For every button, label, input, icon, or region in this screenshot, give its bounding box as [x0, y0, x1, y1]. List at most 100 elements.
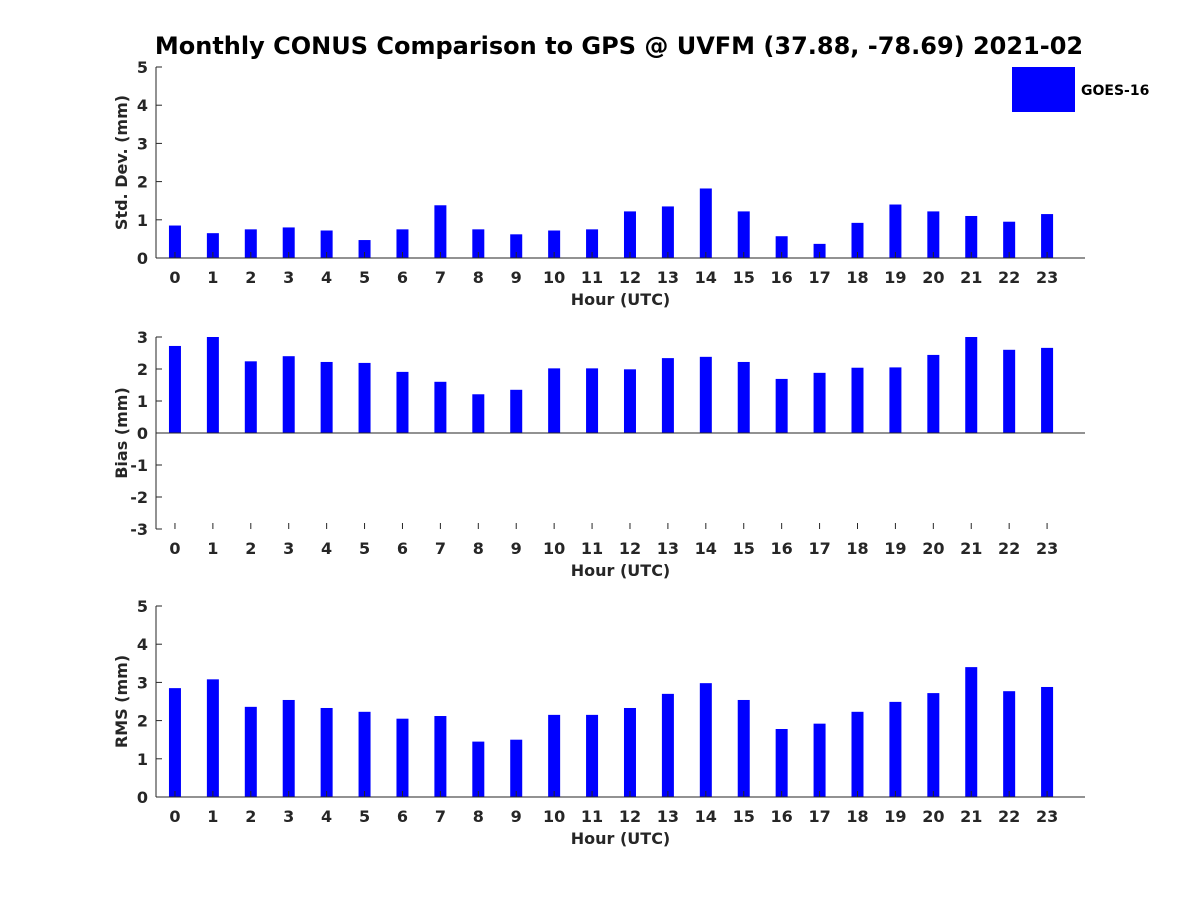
chart-title: Monthly CONUS Comparison to GPS @ UVFM (…: [155, 32, 1083, 60]
bar-rms-hour-6: [396, 718, 409, 797]
xtick-label-rms: 21: [960, 807, 982, 826]
bar-std-dev-hour-23: [1041, 214, 1054, 258]
bar-std-dev-hour-15: [737, 211, 750, 258]
bar-std-dev-hour-2: [244, 229, 257, 258]
xtick-label-std-dev: 19: [884, 268, 906, 287]
bar-bias-hour-6: [396, 371, 409, 433]
xtick-label-std-dev: 9: [511, 268, 522, 287]
xtick-label-bias: 12: [619, 539, 641, 558]
ytick-label-std-dev: 1: [137, 211, 148, 230]
bar-rms-hour-0: [168, 688, 181, 797]
ytick-label-std-dev: 4: [137, 96, 148, 115]
xtick-label-rms: 12: [619, 807, 641, 826]
ytick-label-bias: -1: [130, 456, 148, 475]
xtick-label-std-dev: 20: [922, 268, 944, 287]
xtick-label-bias: 8: [473, 539, 484, 558]
bar-rms-hour-17: [813, 723, 826, 797]
xtick-label-bias: 21: [960, 539, 982, 558]
ytick-label-std-dev: 2: [137, 173, 148, 192]
bar-rms-hour-23: [1041, 686, 1054, 797]
xtick-label-rms: 14: [695, 807, 717, 826]
xtick-label-rms: 17: [808, 807, 830, 826]
bar-std-dev-hour-12: [623, 211, 636, 258]
bar-bias-hour-23: [1041, 347, 1054, 433]
xtick-label-bias: 14: [695, 539, 717, 558]
legend-label-goes-16: GOES-16: [1081, 83, 1149, 99]
ytick-label-bias: -2: [130, 488, 148, 507]
xtick-label-std-dev: 10: [543, 268, 565, 287]
bar-bias-hour-17: [813, 372, 826, 433]
bar-std-dev-hour-17: [813, 243, 826, 258]
ytick-label-rms: 5: [137, 597, 148, 616]
ytick-label-rms: 4: [137, 635, 148, 654]
bar-rms-hour-21: [965, 667, 978, 797]
xtick-label-bias: 15: [733, 539, 755, 558]
ytick-label-bias: 1: [137, 392, 148, 411]
xtick-label-std-dev: 11: [581, 268, 603, 287]
bar-rms-hour-13: [661, 693, 674, 797]
xlabel-std-dev: Hour (UTC): [571, 290, 671, 309]
xtick-label-bias: 6: [397, 539, 408, 558]
xtick-label-rms: 15: [733, 807, 755, 826]
bar-rms-hour-22: [1003, 691, 1016, 797]
xtick-label-std-dev: 7: [435, 268, 446, 287]
bar-rms-hour-14: [699, 683, 712, 797]
ylabel-rms: RMS (mm): [112, 655, 131, 748]
xlabel-bias: Hour (UTC): [571, 561, 671, 580]
bar-bias-hour-7: [434, 381, 447, 433]
bar-bias-hour-10: [548, 368, 561, 433]
xtick-label-std-dev: 1: [207, 268, 218, 287]
bar-std-dev-hour-16: [775, 236, 788, 258]
ytick-label-std-dev: 3: [137, 134, 148, 153]
xtick-label-bias: 19: [884, 539, 906, 558]
xtick-label-bias: 11: [581, 539, 603, 558]
bar-rms-hour-11: [586, 714, 599, 797]
xtick-label-std-dev: 22: [998, 268, 1020, 287]
xtick-label-bias: 10: [543, 539, 565, 558]
xtick-label-std-dev: 13: [657, 268, 679, 287]
xtick-label-std-dev: 8: [473, 268, 484, 287]
xtick-label-rms: 16: [771, 807, 793, 826]
bar-std-dev-hour-6: [396, 229, 409, 258]
bar-std-dev-hour-14: [699, 188, 712, 258]
xtick-label-rms: 8: [473, 807, 484, 826]
bar-bias-hour-19: [889, 367, 902, 433]
bar-std-dev-hour-7: [434, 205, 447, 258]
bar-bias-hour-16: [775, 378, 788, 433]
xtick-label-bias: 7: [435, 539, 446, 558]
xtick-label-rms: 13: [657, 807, 679, 826]
bar-rms-hour-15: [737, 699, 750, 797]
bar-rms-hour-5: [358, 711, 371, 797]
bar-std-dev-hour-20: [927, 211, 940, 258]
bar-bias-hour-0: [168, 345, 181, 433]
xtick-label-std-dev: 0: [169, 268, 180, 287]
bar-bias-hour-1: [206, 337, 219, 433]
xtick-label-rms: 7: [435, 807, 446, 826]
xtick-label-bias: 16: [771, 539, 793, 558]
xtick-label-std-dev: 12: [619, 268, 641, 287]
xtick-label-std-dev: 2: [245, 268, 256, 287]
bar-bias-hour-3: [282, 356, 295, 433]
xtick-label-rms: 0: [169, 807, 180, 826]
xtick-label-std-dev: 21: [960, 268, 982, 287]
bar-bias-hour-18: [851, 367, 864, 433]
xtick-label-rms: 4: [321, 807, 332, 826]
ytick-label-bias: 0: [137, 424, 148, 443]
xtick-label-bias: 1: [207, 539, 218, 558]
xlabel-rms: Hour (UTC): [571, 829, 671, 848]
bar-bias-hour-11: [586, 368, 599, 433]
xtick-label-rms: 22: [998, 807, 1020, 826]
xtick-label-bias: 20: [922, 539, 944, 558]
bar-rms-hour-3: [282, 699, 295, 797]
bar-rms-hour-9: [510, 739, 523, 797]
bar-bias-hour-14: [699, 356, 712, 433]
bar-bias-hour-20: [927, 354, 940, 433]
ytick-label-rms: 2: [137, 712, 148, 731]
bar-std-dev-hour-10: [548, 230, 561, 258]
xtick-label-bias: 4: [321, 539, 332, 558]
bar-bias-hour-22: [1003, 349, 1016, 433]
xtick-label-std-dev: 3: [283, 268, 294, 287]
xtick-label-bias: 3: [283, 539, 294, 558]
bar-bias-hour-9: [510, 389, 523, 433]
